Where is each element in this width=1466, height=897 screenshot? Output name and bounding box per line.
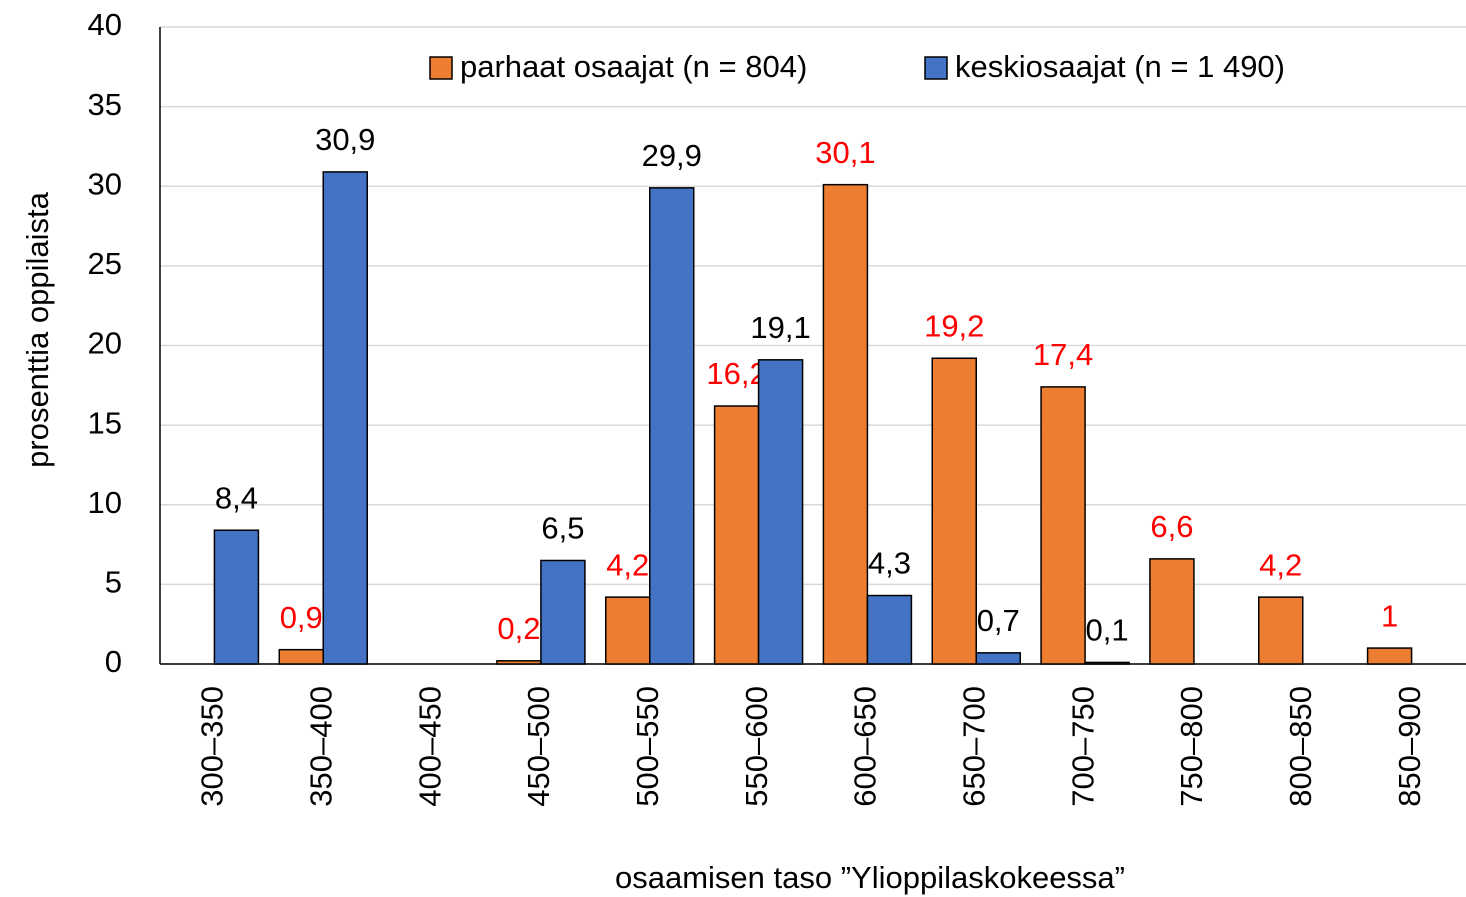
data-label: 1 (1381, 598, 1398, 633)
y-tick-label: 25 (88, 246, 122, 281)
bar (605, 596, 651, 665)
y-tick-label: 35 (88, 87, 122, 122)
data-label: 19,2 (924, 308, 984, 343)
bar (931, 357, 977, 665)
y-tick-label: 30 (88, 166, 122, 201)
y-tick-label: 5 (105, 565, 122, 600)
data-label: 29,9 (642, 138, 702, 173)
data-label: 17,4 (1033, 337, 1093, 372)
x-tick-label: 500–550 (630, 686, 665, 807)
x-tick-label: 300–350 (195, 686, 230, 807)
y-tick-label: 15 (88, 405, 122, 440)
legend-swatch (429, 56, 453, 80)
bar (1084, 661, 1130, 665)
bar (496, 660, 542, 665)
legend-label: keskiosaajat (n = 1 490) (955, 49, 1285, 84)
x-axis-title: osaamisen taso ”Ylioppilaskokeessa” (615, 860, 1125, 895)
data-label: 6,6 (1150, 509, 1193, 544)
bar (1258, 596, 1304, 665)
bar (713, 405, 760, 665)
x-tick-label: 700–750 (1065, 686, 1100, 807)
bar (322, 171, 368, 665)
data-label: 4,3 (868, 546, 911, 581)
bar (1149, 558, 1195, 665)
x-tick-label: 450–500 (521, 686, 556, 807)
bar (540, 559, 586, 665)
x-tick-label: 600–650 (848, 686, 883, 807)
bar (757, 359, 804, 665)
y-tick-label: 20 (88, 326, 122, 361)
bar (213, 529, 260, 665)
legend-label: parhaat osaajat (n = 804) (460, 49, 807, 84)
data-label: 8,4 (215, 480, 258, 515)
data-label: 6,5 (541, 511, 584, 546)
data-label: 30,1 (815, 135, 875, 170)
bar (278, 648, 324, 665)
x-tick-label: 800–850 (1283, 686, 1318, 807)
bar (975, 652, 1021, 665)
data-label: 0,2 (497, 611, 540, 646)
y-tick-label: 0 (105, 644, 122, 679)
bar (1366, 647, 1413, 665)
data-label: 0,1 (1086, 613, 1129, 648)
data-label: 0,7 (977, 603, 1020, 638)
x-tick-label: 750–800 (1174, 686, 1209, 807)
data-label: 30,9 (315, 122, 375, 157)
x-tick-label: 650–700 (956, 686, 991, 807)
bar (649, 187, 695, 665)
y-tick-label: 40 (88, 7, 122, 42)
data-label: 19,1 (750, 310, 810, 345)
bar (866, 594, 913, 665)
bar (822, 183, 869, 665)
bar (1040, 386, 1086, 665)
y-tick-label: 10 (88, 485, 122, 520)
x-tick-label: 350–400 (303, 686, 338, 807)
data-label: 4,2 (606, 547, 649, 582)
y-axis-title: prosenttia oppilaista (20, 191, 55, 467)
legend-swatch (924, 56, 948, 80)
data-label: 0,9 (280, 600, 323, 635)
x-tick-label: 850–900 (1392, 686, 1427, 807)
data-label: 4,2 (1259, 547, 1302, 582)
x-tick-label: 400–450 (412, 686, 447, 807)
x-tick-label: 550–600 (739, 686, 774, 807)
data-label: 16,2 (706, 356, 766, 391)
